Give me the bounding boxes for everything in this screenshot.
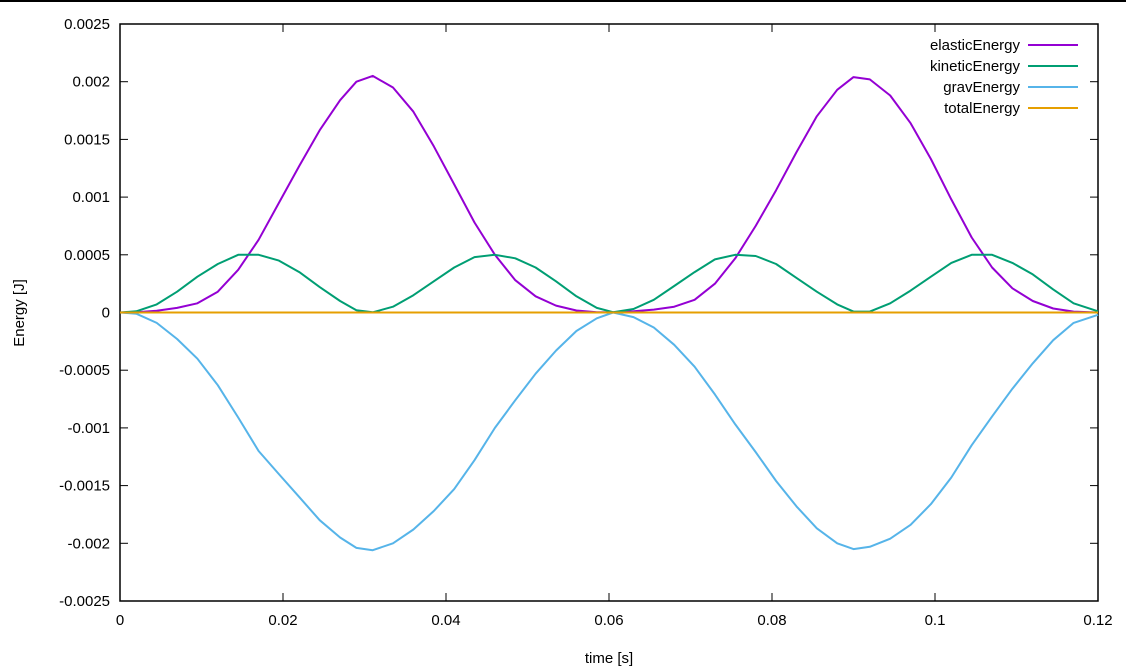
x-tick-label: 0.06 <box>594 612 623 629</box>
x-tick-label: 0.08 <box>757 612 786 629</box>
y-tick-label: 0.001 <box>72 189 110 206</box>
y-tick-label: -0.001 <box>67 420 110 437</box>
y-tick-label: -0.002 <box>67 535 110 552</box>
x-tick-label: 0.12 <box>1083 612 1112 629</box>
y-tick-label: 0.0025 <box>64 16 110 33</box>
legend-label-totalEnergy: totalEnergy <box>944 100 1020 117</box>
y-tick-label: 0.0005 <box>64 247 110 264</box>
x-axis-label: time [s] <box>585 650 633 667</box>
series-line-kineticEnergy <box>119 253 1099 314</box>
chart-marks: -0.0025 -0.002 -0.0015 -0.001 -0.0005 0 0.0005… <box>59 16 1112 629</box>
legend-label-elasticEnergy: elasticEnergy <box>930 37 1021 54</box>
y-tick-label: -0.0025 <box>59 593 110 610</box>
legend-label-gravEnergy: gravEnergy <box>943 79 1020 96</box>
legend-label-kineticEnergy: kineticEnergy <box>930 58 1021 75</box>
y-tick-label: 0.0015 <box>64 131 110 148</box>
x-tick-label: 0.04 <box>431 612 460 629</box>
y-axis-label: Energy [J] <box>11 279 28 347</box>
y-tick-label: -0.0015 <box>59 478 110 495</box>
x-tick-label: 0 <box>116 612 124 629</box>
x-tick-label: 0.02 <box>268 612 297 629</box>
series-line-gravEnergy <box>119 311 1099 552</box>
x-tick-label: 0.1 <box>925 612 946 629</box>
y-tick-label: -0.0005 <box>59 362 110 379</box>
top-border <box>0 0 1126 2</box>
y-tick-label: 0.002 <box>72 74 110 91</box>
y-tick-label: 0 <box>102 305 110 322</box>
